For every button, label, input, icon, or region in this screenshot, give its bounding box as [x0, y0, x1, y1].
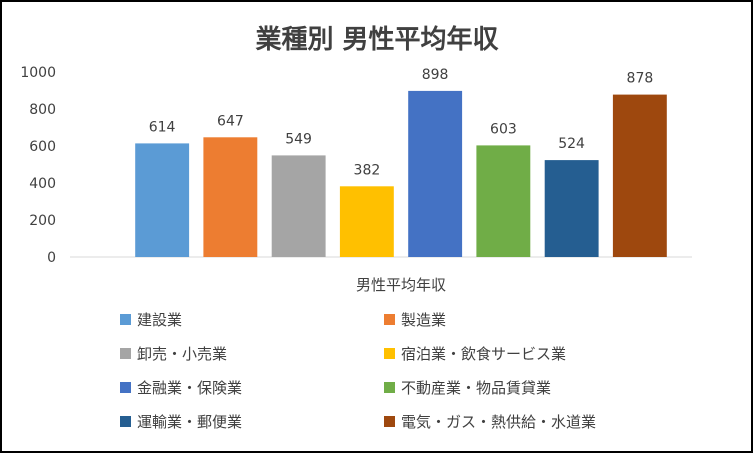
bar [135, 143, 190, 257]
legend-label: 建設業 [137, 311, 182, 329]
legend-swatch [384, 348, 395, 359]
y-tick-label: 200 [29, 213, 56, 229]
legend-label: 卸売・小売業 [137, 345, 227, 363]
bar [612, 94, 667, 257]
legend-label: 電気・ガス・熱供給・水道業 [401, 413, 596, 431]
legend-item: 建設業 [120, 311, 182, 329]
bar [544, 160, 599, 257]
data-label: 647 [217, 113, 244, 129]
legend-label: 宿泊業・飲食サービス業 [401, 345, 566, 363]
legend-item: 運輸業・郵便業 [120, 413, 242, 431]
data-label: 614 [149, 119, 176, 135]
y-tick-label: 800 [29, 102, 56, 118]
data-label: 382 [354, 162, 381, 178]
bar [408, 90, 463, 258]
y-tick-label: 1000 [20, 65, 56, 81]
data-label: 898 [422, 67, 449, 83]
legend-swatch [120, 416, 131, 427]
y-tick-label: 400 [29, 176, 56, 192]
data-label: 549 [285, 131, 312, 147]
legend-swatch [384, 416, 395, 427]
legend-swatch [384, 314, 395, 325]
bar [203, 137, 258, 257]
bar [339, 186, 394, 257]
bar [271, 155, 326, 257]
legend-label: 不動産業・物品賃貸業 [401, 379, 551, 397]
y-axis: 0 200 400 600 800 1000 [20, 65, 56, 266]
data-label: 524 [558, 136, 585, 152]
x-category-label: 男性平均年収 [356, 276, 446, 294]
legend-label: 運輸業・郵便業 [137, 413, 242, 431]
legend-label: 製造業 [401, 311, 446, 329]
legend-swatch [120, 314, 131, 325]
legend-item: 卸売・小売業 [120, 345, 227, 363]
legend-item: 不動産業・物品賃貸業 [384, 379, 551, 397]
legend-swatch [120, 348, 131, 359]
legend-item: 金融業・保険業 [120, 379, 242, 397]
bar [476, 145, 531, 257]
data-label: 603 [490, 121, 517, 137]
bars-group [135, 90, 667, 258]
chart-title: 業種別 男性平均年収 [255, 24, 499, 55]
legend-label: 金融業・保険業 [137, 379, 242, 397]
legend-swatch [120, 382, 131, 393]
legend-item: 宿泊業・飲食サービス業 [384, 345, 566, 363]
legend-item: 電気・ガス・熱供給・水道業 [384, 413, 596, 431]
data-labels-group: 614 647 549 382 898 603 524 878 [149, 67, 654, 178]
y-tick-label: 600 [29, 139, 56, 155]
data-label: 878 [627, 71, 654, 87]
legend-item: 製造業 [384, 311, 446, 329]
y-tick-label: 0 [47, 250, 56, 266]
legend-swatch [384, 382, 395, 393]
